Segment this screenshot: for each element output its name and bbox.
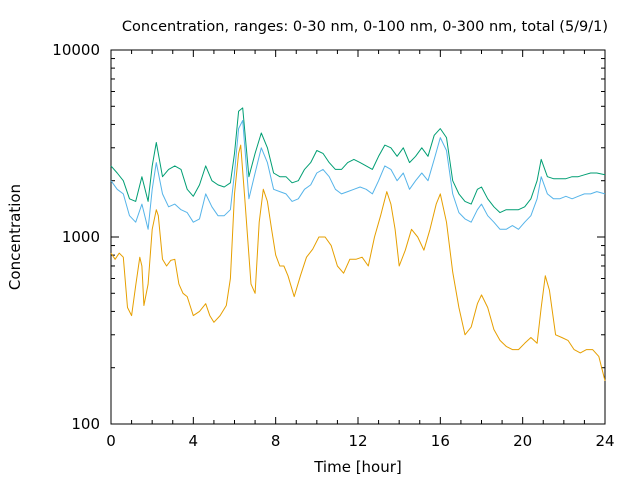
x-tick-label: 0 — [106, 432, 116, 450]
x-axis-label: Time [hour] — [313, 458, 402, 476]
x-tick-label: 16 — [431, 432, 450, 450]
y-tick-label: 1000 — [62, 228, 100, 246]
series-line-3 — [110, 107, 606, 214]
axis-tick-labels: 0 4 8 12 16 20 24 100 1000 10000 — [52, 41, 614, 450]
y-tick-label: 100 — [71, 415, 100, 433]
x-tick-label: 12 — [348, 432, 367, 450]
x-tick-label: 20 — [513, 432, 532, 450]
x-tick-label: 24 — [595, 432, 614, 450]
chart-title: Concentration, ranges: 0-30 nm, 0-100 nm… — [122, 19, 608, 35]
axis-ticks — [110, 49, 606, 425]
series-line-1 — [110, 144, 606, 382]
y-tick-label: 10000 — [52, 41, 100, 59]
x-tick-label: 4 — [189, 432, 199, 450]
plot-frame — [110, 49, 606, 425]
x-tick-label: 8 — [271, 432, 281, 450]
series-line-2 — [110, 120, 606, 230]
series-lines — [110, 107, 606, 382]
y-axis-label: Concentration — [6, 184, 24, 290]
